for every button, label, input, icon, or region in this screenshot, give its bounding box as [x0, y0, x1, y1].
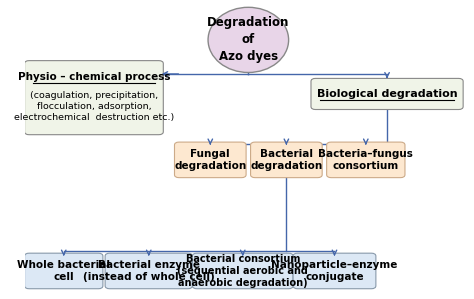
FancyBboxPatch shape — [192, 253, 293, 289]
FancyBboxPatch shape — [174, 142, 246, 178]
Text: Bacterial consortium
(sequential aerobic and
anaerobic degradation): Bacterial consortium (sequential aerobic… — [177, 254, 308, 288]
Text: Nanoparticle–enzyme
conjugate: Nanoparticle–enzyme conjugate — [271, 260, 398, 282]
Text: (coagulation, precipitation,
flocculation, adsorption,
electrochemical  destruct: (coagulation, precipitation, flocculatio… — [14, 91, 174, 122]
Text: Biological degradation: Biological degradation — [317, 89, 457, 99]
FancyBboxPatch shape — [327, 142, 405, 178]
FancyBboxPatch shape — [25, 253, 103, 289]
Ellipse shape — [208, 7, 289, 72]
FancyBboxPatch shape — [293, 253, 376, 289]
FancyBboxPatch shape — [25, 61, 164, 135]
FancyBboxPatch shape — [105, 253, 192, 289]
Text: Whole bacterial
cell: Whole bacterial cell — [17, 260, 110, 282]
Text: Physio – chemical process: Physio – chemical process — [18, 72, 170, 82]
Text: Degradation
of
Azo dyes: Degradation of Azo dyes — [207, 16, 290, 63]
FancyBboxPatch shape — [251, 142, 322, 178]
Text: Bacteria–fungus
consortium: Bacteria–fungus consortium — [319, 149, 413, 171]
FancyBboxPatch shape — [311, 78, 463, 109]
Text: Fungal
degradation: Fungal degradation — [174, 149, 246, 171]
Text: Bacterial
degradation: Bacterial degradation — [250, 149, 322, 171]
Text: Bacterial enzyme
(instead of whole cell): Bacterial enzyme (instead of whole cell) — [83, 260, 215, 282]
